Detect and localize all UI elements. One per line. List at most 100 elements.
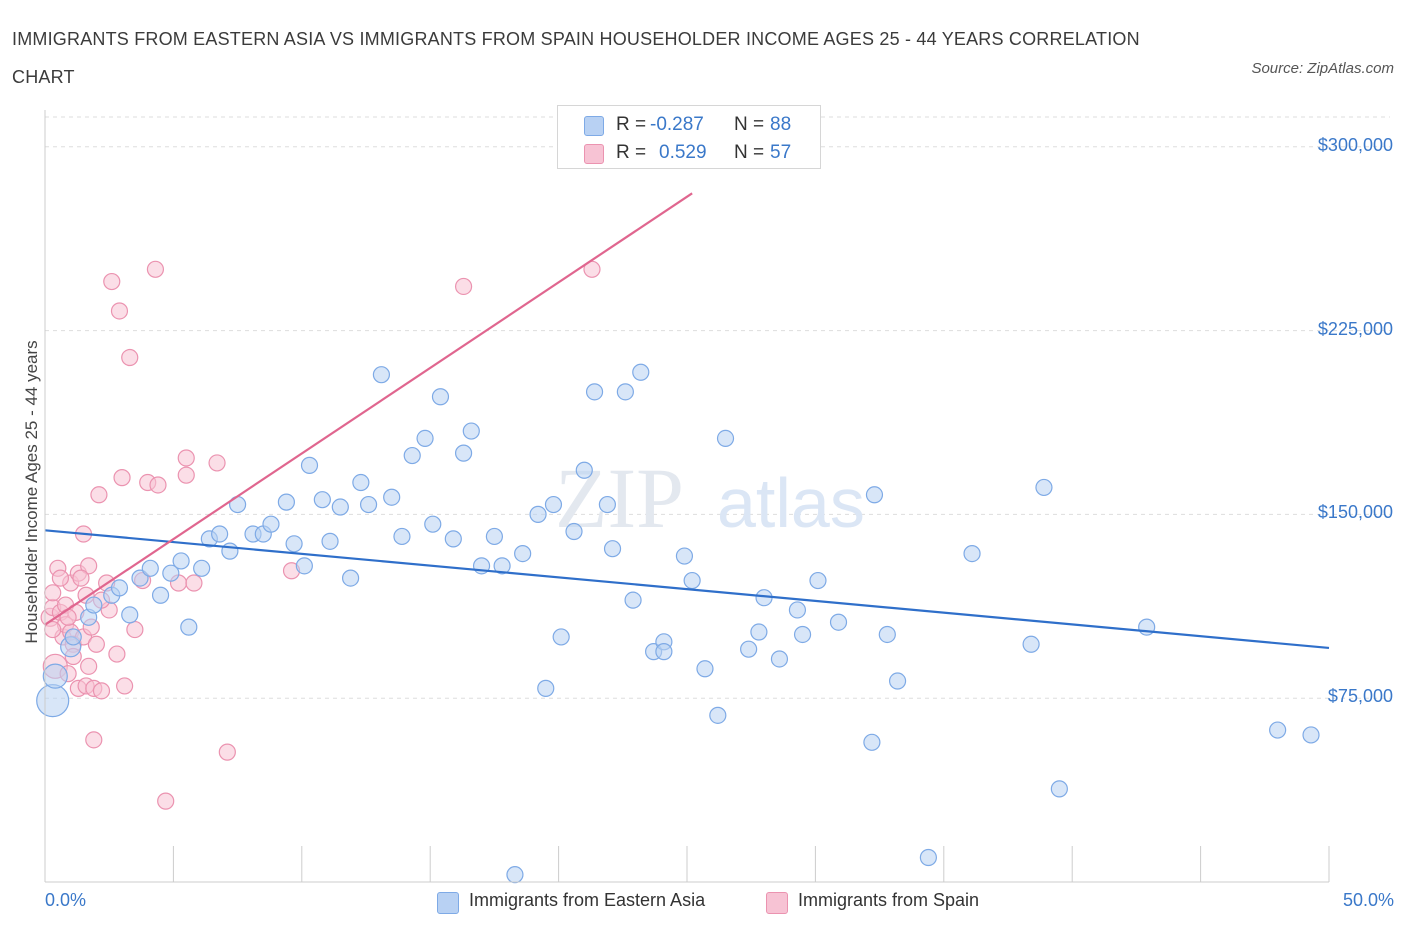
eastern-asia-point — [603, 540, 622, 558]
eastern-asia-point — [1302, 726, 1320, 744]
eastern-asia-point — [829, 613, 848, 631]
eastern-asia-point — [740, 640, 758, 658]
spain-point — [80, 557, 98, 575]
eastern-asia-point — [655, 643, 673, 661]
legend-swatch-pink — [584, 144, 604, 164]
spain-point — [218, 743, 236, 761]
eastern-asia-point — [331, 498, 349, 516]
legend-r-label: R = — [616, 142, 647, 163]
eastern-asia-point — [770, 650, 789, 668]
chart-title: IMMIGRANTS FROM EASTERN ASIA VS IMMIGRAN… — [12, 29, 1140, 87]
axes — [44, 110, 1330, 883]
spain-point — [103, 272, 121, 291]
trend-line-spain — [44, 192, 693, 626]
eastern-asia-point — [431, 388, 450, 406]
spain-point — [72, 569, 90, 587]
series-eastern-asia-points — [36, 363, 1320, 884]
eastern-asia-point — [863, 733, 881, 751]
eastern-asia-point — [454, 444, 473, 462]
eastern-asia-point — [750, 623, 768, 641]
eastern-asia-point — [585, 383, 604, 401]
spain-point — [149, 476, 167, 494]
eastern-asia-point — [485, 527, 503, 546]
spain-point — [90, 486, 108, 504]
eastern-asia-point — [683, 571, 701, 590]
eastern-asia-point — [162, 564, 180, 582]
eastern-asia-point — [675, 547, 694, 565]
eastern-asia-point — [529, 505, 547, 523]
trend-line-eastern-asia — [44, 529, 1330, 650]
eastern-asia-point — [277, 493, 295, 511]
legend-r-label: R = — [616, 114, 647, 135]
x-tick-label: 50.0% — [1342, 890, 1394, 910]
eastern-asia-point — [544, 495, 563, 514]
eastern-asia-point — [888, 672, 907, 690]
eastern-asia-point — [295, 557, 313, 575]
eastern-asia-point — [1022, 635, 1040, 653]
eastern-asia-point — [42, 663, 68, 689]
eastern-asia-point — [537, 679, 555, 697]
eastern-asia-point — [372, 366, 391, 384]
eastern-asia-point — [424, 515, 442, 533]
eastern-asia-point — [262, 515, 280, 533]
spain-point — [113, 469, 131, 487]
spain-point — [454, 277, 473, 296]
eastern-asia-point — [1269, 721, 1287, 739]
eastern-asia-point — [383, 488, 401, 506]
eastern-asia-point — [552, 628, 570, 646]
eastern-asia-point — [141, 559, 159, 577]
eastern-asia-point — [878, 625, 896, 644]
eastern-asia-point — [300, 456, 319, 474]
eastern-asia-point — [64, 628, 82, 646]
eastern-asia-point — [1035, 478, 1053, 497]
y-tick-label: $225,000 — [1317, 318, 1393, 339]
eastern-asia-point — [709, 706, 727, 724]
legend-label-spain: Immigrants from Spain — [798, 890, 980, 910]
legend-swatch-pink — [766, 892, 788, 914]
legend-label-eastern-asia: Immigrants from Eastern Asia — [469, 890, 706, 910]
eastern-asia-point — [321, 532, 339, 550]
eastern-asia-point — [121, 606, 139, 624]
eastern-asia-point — [809, 571, 827, 590]
eastern-asia-point — [172, 552, 190, 570]
spain-point — [44, 584, 62, 602]
eastern-asia-point — [211, 525, 229, 543]
eastern-asia-point — [919, 848, 937, 867]
eastern-asia-point — [151, 586, 170, 604]
eastern-asia-point — [598, 495, 616, 514]
eastern-asia-point — [793, 625, 812, 644]
eastern-asia-point — [393, 527, 411, 546]
source-label: Source: ZipAtlas.com — [1251, 60, 1394, 77]
eastern-asia-point — [313, 491, 331, 509]
eastern-asia-point — [788, 601, 807, 619]
eastern-asia-point — [506, 866, 524, 884]
correlation-legend: R = -0.287 N = 88 R = 0.529 N = 57 — [557, 105, 821, 169]
eastern-asia-point — [416, 429, 434, 448]
spain-point — [185, 574, 203, 592]
spain-point — [108, 645, 126, 663]
eastern-asia-point — [493, 557, 511, 575]
eastern-asia-point — [462, 422, 480, 440]
eastern-asia-point — [616, 383, 634, 401]
eastern-asia-point — [514, 544, 532, 563]
eastern-asia-point — [180, 618, 198, 636]
legend-swatch-blue — [437, 892, 459, 914]
spain-point — [92, 682, 111, 700]
legend-r-value: -0.287 — [650, 114, 704, 135]
legend-n-value: 88 — [770, 114, 792, 135]
spain-point — [51, 569, 70, 587]
x-tick-label: 0.0% — [45, 890, 87, 910]
watermark-atlas: atlas — [717, 464, 865, 542]
eastern-asia-point — [716, 429, 735, 448]
eastern-asia-point — [341, 569, 360, 587]
eastern-asia-point — [85, 596, 103, 614]
legend-swatch-blue — [584, 116, 604, 136]
eastern-asia-point — [865, 486, 884, 504]
eastern-asia-point — [221, 542, 239, 560]
eastern-asia-point — [352, 473, 370, 492]
legend-n-value: 57 — [770, 142, 792, 163]
series-spain-points — [40, 260, 601, 810]
y-tick-label: $300,000 — [1317, 134, 1393, 155]
y-tick-label: $75,000 — [1327, 686, 1393, 707]
